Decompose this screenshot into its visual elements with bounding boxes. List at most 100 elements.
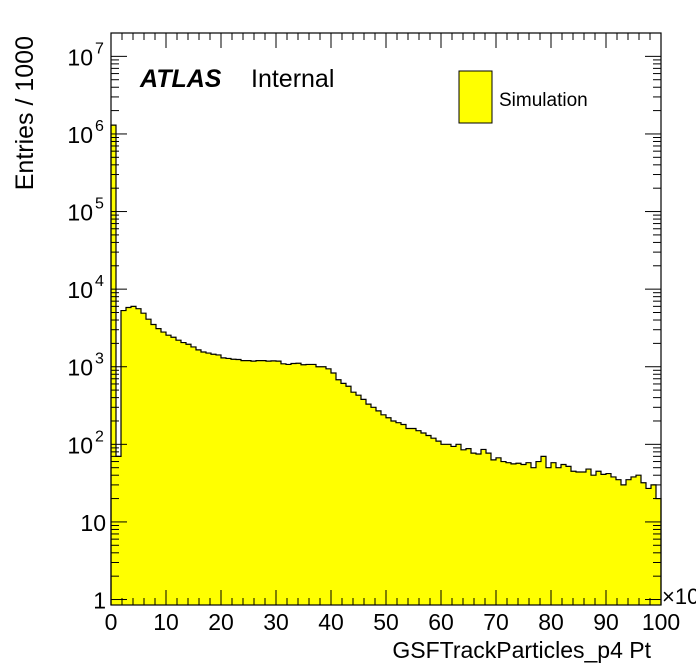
histogram-bar bbox=[181, 342, 187, 605]
histogram-bar bbox=[386, 417, 392, 605]
histogram-bar bbox=[161, 332, 167, 605]
histogram-bar bbox=[561, 464, 567, 605]
x-tick-label: 20 bbox=[208, 609, 234, 635]
histogram-bar bbox=[646, 488, 652, 605]
y-tick-label: 10 7 bbox=[67, 40, 104, 70]
x-tick-label: 0 bbox=[105, 609, 118, 635]
histogram-bar bbox=[516, 463, 522, 605]
histogram-bar bbox=[291, 363, 297, 605]
histogram-bar bbox=[406, 428, 412, 605]
histogram-bar bbox=[216, 354, 222, 605]
histogram-bar bbox=[211, 354, 217, 605]
histogram-bar bbox=[566, 466, 572, 605]
histogram-bar bbox=[436, 441, 442, 605]
histogram-bar bbox=[111, 125, 117, 605]
histogram-bar bbox=[466, 448, 472, 605]
histogram-bar bbox=[296, 363, 302, 605]
histogram-bar bbox=[186, 344, 192, 605]
y-tick-label: 10 5 bbox=[67, 196, 104, 226]
histogram-bar bbox=[136, 308, 142, 605]
histogram-bar bbox=[461, 449, 467, 605]
histogram-bar bbox=[446, 444, 452, 605]
y-tick-label-exponent: 4 bbox=[95, 273, 104, 290]
legend-label: Simulation bbox=[499, 90, 588, 111]
histogram-bar bbox=[116, 456, 122, 605]
histogram-bar bbox=[636, 475, 642, 605]
histogram-bar bbox=[221, 357, 227, 605]
histogram-bar bbox=[266, 361, 272, 605]
histogram-bar bbox=[521, 464, 527, 605]
histogram-bar bbox=[596, 471, 602, 605]
histogram-bar bbox=[361, 399, 367, 605]
histogram-bar bbox=[326, 368, 332, 605]
histogram-bar bbox=[541, 456, 547, 605]
histogram-bar bbox=[556, 467, 562, 605]
histogram-bar bbox=[196, 349, 202, 605]
y-tick-label-exponent: 2 bbox=[95, 428, 104, 445]
histogram-bar bbox=[176, 340, 182, 605]
x-axis-ticks bbox=[110, 33, 662, 605]
histogram-bar bbox=[126, 307, 132, 605]
y-tick-label-base: 10 bbox=[67, 122, 93, 148]
histogram-bar bbox=[486, 453, 492, 605]
histogram-bar bbox=[476, 454, 482, 605]
y-tick-label: 10 3 bbox=[67, 351, 104, 381]
histogram-bar bbox=[621, 484, 627, 605]
x-axis-label: GSFTrackParticles_p4 Pt bbox=[392, 637, 651, 663]
histogram-bar bbox=[261, 360, 267, 605]
histogram-bar bbox=[431, 438, 437, 605]
histogram-bar bbox=[156, 328, 162, 605]
y-tick-label-exponent: 7 bbox=[95, 40, 104, 57]
histogram-bar bbox=[616, 479, 622, 605]
x-tick-label: 50 bbox=[373, 609, 399, 635]
histogram-bar bbox=[341, 383, 347, 605]
histogram-bar bbox=[411, 428, 417, 605]
y-tick-label-base: 10 bbox=[67, 277, 93, 303]
y-tick-label-base: 10 bbox=[67, 44, 93, 70]
histogram-bar bbox=[366, 404, 372, 605]
histogram-bar bbox=[456, 444, 462, 605]
histogram-bar bbox=[626, 479, 632, 605]
histogram-bar bbox=[231, 359, 237, 605]
x-tick-label: 100 bbox=[642, 609, 680, 635]
histogram-bar bbox=[301, 364, 307, 605]
histogram-bar bbox=[311, 364, 317, 605]
x-tick-label: 70 bbox=[483, 609, 509, 635]
histogram-bar bbox=[496, 457, 502, 605]
histogram-bar bbox=[131, 306, 137, 605]
y-tick-label-base: 10 bbox=[67, 355, 93, 381]
histogram-bar bbox=[481, 449, 487, 605]
y-axis-ticks bbox=[111, 32, 661, 601]
histogram-bar bbox=[611, 476, 617, 605]
histogram-bar bbox=[641, 482, 647, 605]
histogram-bar bbox=[551, 462, 557, 605]
histogram-bar bbox=[151, 324, 157, 605]
histogram-bar bbox=[356, 395, 362, 605]
histogram-bar bbox=[451, 446, 457, 605]
x-tick-label: 10 bbox=[153, 609, 179, 635]
histogram-bar bbox=[201, 351, 207, 605]
histogram-bar bbox=[141, 313, 147, 605]
atlas-status-label: Internal bbox=[251, 65, 334, 93]
histogram-bar bbox=[376, 410, 382, 605]
legend-swatch bbox=[458, 70, 493, 124]
histogram-bar bbox=[251, 361, 257, 605]
histogram-bar bbox=[191, 346, 197, 605]
histogram-bar bbox=[336, 379, 342, 605]
histogram-bar bbox=[396, 422, 402, 605]
histogram-bar bbox=[206, 353, 212, 605]
histogram-bar bbox=[536, 461, 542, 605]
y-tick-label: 10 2 bbox=[67, 428, 104, 458]
histogram-bar bbox=[471, 453, 477, 605]
histogram-bar bbox=[171, 337, 177, 605]
y-tick-label-exponent: 5 bbox=[95, 196, 104, 213]
histogram-bar bbox=[236, 359, 242, 605]
histogram-bar bbox=[391, 420, 397, 605]
histogram-bar bbox=[631, 476, 637, 605]
y-tick-label: 10 bbox=[80, 510, 106, 536]
x-tick-label: 40 bbox=[318, 609, 344, 635]
histogram-bar bbox=[316, 366, 322, 605]
y-tick-label-base: 1 bbox=[93, 588, 106, 614]
histogram-bar bbox=[531, 467, 537, 605]
